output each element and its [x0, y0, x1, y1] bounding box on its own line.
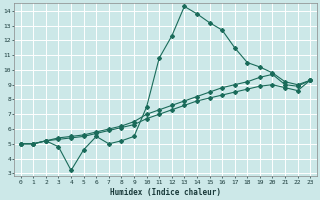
X-axis label: Humidex (Indice chaleur): Humidex (Indice chaleur) — [110, 188, 221, 197]
